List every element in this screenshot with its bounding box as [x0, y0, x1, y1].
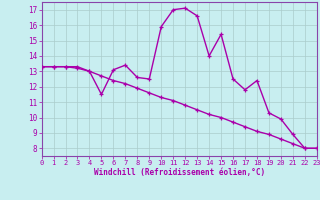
X-axis label: Windchill (Refroidissement éolien,°C): Windchill (Refroidissement éolien,°C)	[94, 168, 265, 177]
